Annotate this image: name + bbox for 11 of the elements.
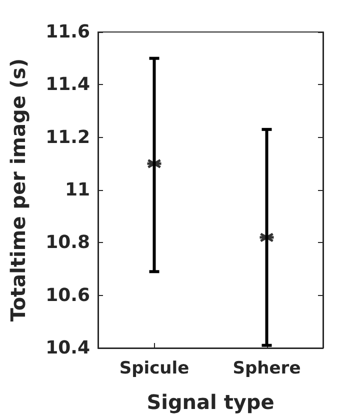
y-tick-label: 11 (64, 180, 90, 200)
y-tick-label: 10.6 (46, 284, 90, 306)
x-tick-label: Sphere (232, 358, 301, 378)
y-tick-label: 11.6 (46, 22, 90, 42)
y-tick-label: 11.4 (46, 74, 90, 96)
y-tick-label: 11.2 (46, 126, 90, 148)
y-tick-label: 10.8 (46, 232, 90, 254)
x-axis-title: Signal type (146, 390, 274, 414)
y-axis-title: Totaltime per image (s) (6, 58, 30, 322)
y-tick-label: 10.4 (46, 338, 90, 358)
x-tick-label: Spicule (119, 358, 190, 378)
